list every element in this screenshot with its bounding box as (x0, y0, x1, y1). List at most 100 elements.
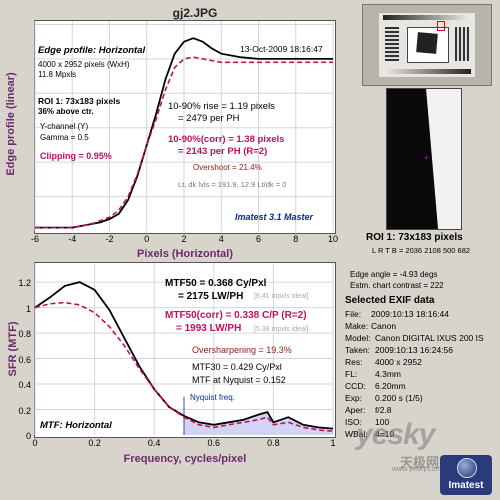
window-title: gj2.JPG (172, 6, 218, 20)
mtf-ylabel: SFR (MTF) (7, 321, 19, 377)
corr-line-2: = 2143 per PH (R=2) (178, 146, 268, 157)
exif-key: Model: (345, 333, 371, 343)
edge-profile-plot (34, 21, 334, 231)
y-tick-label: 0.4 (18, 380, 31, 391)
exif-key: Taken: (345, 345, 371, 355)
mtfcorr-ideal: [5.38 mpxls ideal] (254, 326, 309, 333)
exif-key: Exp: (345, 393, 363, 403)
mtf50-line-2: = 2175 LW/PH (178, 291, 244, 302)
oversharpening-label: Oversharpening = 19.3% (192, 345, 292, 355)
roi-position: 36% above ctr. (38, 107, 94, 116)
y-tick-label: 1.2 (18, 278, 31, 289)
exif-value: 100 (375, 417, 390, 427)
edge-profile-ylabel: Edge profile (linear) (5, 72, 17, 176)
mtf-nyquist-value: MTF at Nyquist = 0.152 (192, 375, 286, 385)
thumb-roi-marker (437, 21, 445, 31)
x-tick-label: 10 (327, 234, 338, 244)
edge-profile-panel (34, 20, 336, 234)
levels-label: Lt, dk lvls = 191.9, 12.9 Lt/dk = 0 (178, 180, 287, 189)
mtfcorr-line-1: MTF50(corr) = 0.338 C/P (R=2) (165, 310, 307, 321)
nyquist-label: Nyquist freq. (190, 393, 235, 402)
exif-value: 0.200 s (1/5) (375, 393, 423, 403)
exif-key: CCD: (345, 381, 366, 391)
x-tick-label: -6 (30, 234, 39, 244)
corrected-curve (35, 56, 333, 229)
yesky-watermark-url: www.yesky.com (392, 466, 442, 473)
x-tick-label: -2 (105, 234, 114, 244)
exif-key: Make: (345, 321, 369, 331)
exif-key: FL: (345, 369, 358, 379)
x-tick-label: 4 (218, 234, 224, 244)
corrected-curve (34, 301, 334, 432)
measured-curve (34, 281, 334, 430)
exif-value: 2009:10:13 18:16:44 (371, 309, 449, 319)
thumb-left-bars (385, 27, 399, 61)
exif-key: Res: (345, 357, 363, 367)
x-tick-label: 8 (293, 234, 299, 244)
mtf50-ideal: [6.41 mpxls ideal] (254, 293, 309, 300)
chart-thumbnail (362, 4, 492, 86)
mtf-plot (34, 263, 334, 435)
roi-dark-side (387, 89, 440, 229)
mtf-xlabel: Frequency, cycles/pixel (123, 453, 247, 465)
roi-size: ROI 1: 73x183 pixels (38, 96, 121, 106)
nyquist-region (184, 412, 333, 435)
exif-value: 2009:10:13 16:24:56 (375, 345, 453, 355)
roi-center-mark: + (424, 153, 429, 162)
edge-profile-xlabel: Pixels (Horizontal) (137, 248, 233, 260)
thumb-wedge-top (383, 15, 471, 20)
image-mpxls: 11.8 Mpxls (38, 70, 77, 79)
exif-key: ISO: (345, 417, 363, 427)
exif-value: 6.20mm (375, 381, 406, 391)
exif-value: 4000 x 2952 (375, 357, 422, 367)
mtf30-label: MTF30 = 0.429 Cy/Pxl (192, 362, 282, 372)
roi-crop-image: + (386, 88, 462, 230)
edge-profile-timestamp: 13-Oct-2009 18:16:47 (240, 44, 323, 54)
x-tick-label: 2 (181, 234, 187, 244)
rise-line-2: = 2479 per PH (178, 113, 240, 124)
roi-caption: ROI 1: 73x183 pixels (366, 232, 463, 243)
exif-value: 4=10 (375, 429, 395, 439)
edge-profile-title: Edge profile: Horizontal (38, 45, 146, 56)
thumb-right-bars (455, 27, 469, 61)
chart-contrast: Estm. chart contrast = 222 (350, 281, 444, 290)
logo-globe-icon (457, 458, 477, 478)
exif-title: Selected EXIF data (345, 295, 435, 306)
mtfcorr-line-2: = 1993 LW/PH (176, 323, 242, 334)
rise-line-1: 10-90% rise = 1.19 pixels (168, 101, 275, 112)
imatest-brand: Imatest 3.1 Master (235, 212, 314, 222)
y-tick-label: 0.6 (18, 354, 31, 365)
x-tick-label: 6 (255, 234, 261, 244)
yesky-watermark: yesky (356, 418, 435, 451)
exif-key: WBal: (345, 429, 368, 439)
exif-value: Canon DIGITAL IXUS 200 IS (375, 333, 484, 343)
y-tick-label: 0.2 (18, 405, 31, 416)
x-tick-label: 0.4 (147, 438, 161, 448)
exif-value: f/2.8 (375, 405, 392, 415)
y-tick-label: 0 (25, 431, 31, 441)
exif-value: 4.3mm (375, 369, 401, 379)
yesky-watermark-cn: 天极网 (400, 455, 440, 470)
mtf-panel (34, 262, 336, 438)
logo-text: Imatest (448, 480, 484, 491)
measured-curve (35, 37, 333, 229)
roi-lrtb: L R T B = 2036 2108 500 682 (372, 246, 471, 255)
overshoot-label: Overshoot = 21.4% (193, 163, 262, 172)
x-tick-label: 0 (144, 234, 150, 244)
exif-key: Aper: (345, 405, 366, 415)
image-size: 4000 x 2952 pixels (WxH) (38, 60, 130, 69)
mtf-title: MTF: Horizontal (40, 420, 112, 431)
x-tick-label: -4 (68, 234, 77, 244)
x-tick-label: 1 (330, 438, 336, 448)
y-tick-label: 0.8 (18, 329, 31, 340)
mtf50-line-1: MTF50 = 0.368 Cy/Pxl (165, 278, 267, 289)
thumb-slant-square (416, 32, 438, 54)
exif-key: File: (345, 309, 362, 319)
gamma-label: Gamma = 0.5 (40, 133, 89, 142)
exif-value: Canon (371, 321, 397, 331)
imatest-logo: Imatest (440, 455, 492, 495)
x-tick-label: 0.6 (207, 438, 221, 448)
thumb-wedge-bottom (383, 69, 471, 74)
corr-line-1: 10-90%(corr) = 1.38 pixels (168, 134, 285, 145)
x-tick-label: 0 (32, 438, 38, 448)
